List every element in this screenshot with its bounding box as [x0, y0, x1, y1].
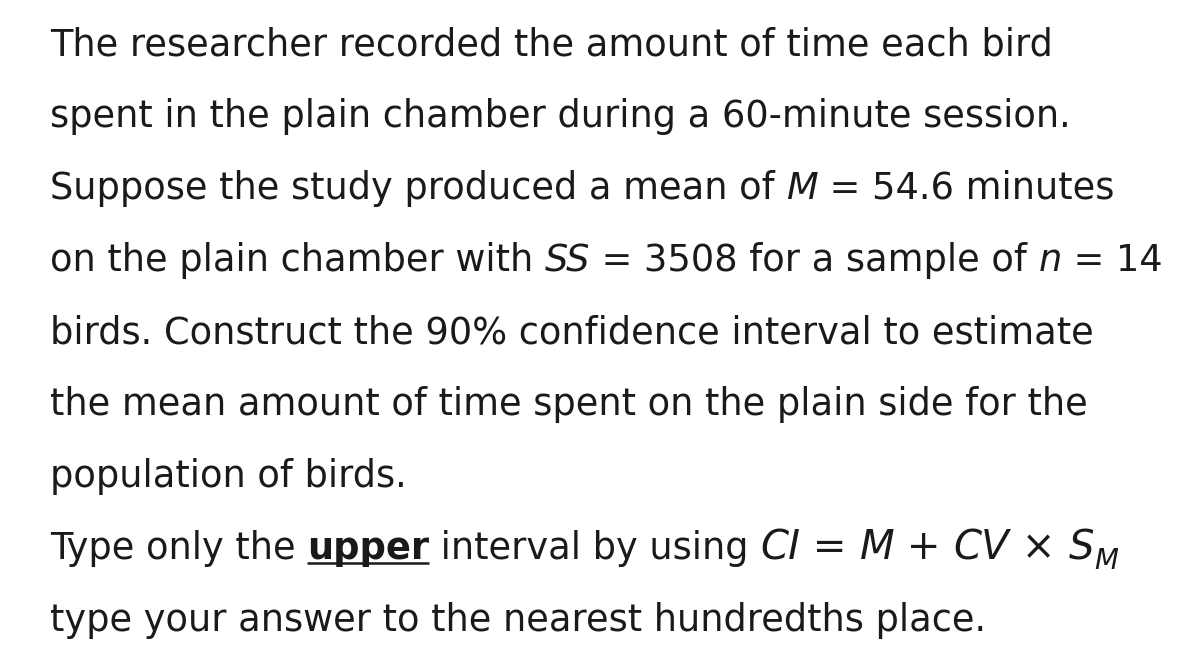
Text: = 14: = 14 [1062, 242, 1163, 279]
Text: spent in the plain chamber during a 60-minute session.: spent in the plain chamber during a 60-m… [50, 98, 1070, 135]
Text: on the plain chamber with: on the plain chamber with [50, 242, 545, 279]
Text: +: + [894, 528, 954, 568]
Text: type your answer to the nearest hundredths place.: type your answer to the nearest hundredt… [50, 602, 986, 639]
Text: M: M [859, 528, 894, 567]
Text: upper: upper [307, 530, 430, 567]
Text: Type only the: Type only the [50, 530, 307, 567]
Text: = 3508 for a sample of: = 3508 for a sample of [590, 242, 1039, 279]
Text: population of birds.: population of birds. [50, 458, 407, 495]
Text: S: S [1069, 528, 1094, 567]
Text: =: = [800, 528, 859, 568]
Text: the mean amount of time spent on the plain side for the: the mean amount of time spent on the pla… [50, 386, 1087, 423]
Text: = 54.6 minutes: = 54.6 minutes [818, 170, 1115, 207]
Text: birds. Construct the 90% confidence interval to estimate: birds. Construct the 90% confidence inte… [50, 314, 1093, 351]
Text: CV: CV [954, 528, 1009, 567]
Text: interval by using: interval by using [430, 530, 761, 567]
Text: The researcher recorded the amount of time each bird: The researcher recorded the amount of ti… [50, 26, 1052, 63]
Text: M: M [786, 170, 818, 207]
Text: CI: CI [761, 528, 800, 567]
Text: Suppose the study produced a mean of: Suppose the study produced a mean of [50, 170, 786, 207]
Text: n: n [1039, 242, 1062, 279]
Text: SS: SS [545, 242, 590, 279]
Text: ×: × [1009, 528, 1069, 568]
Text: M: M [1094, 547, 1118, 575]
